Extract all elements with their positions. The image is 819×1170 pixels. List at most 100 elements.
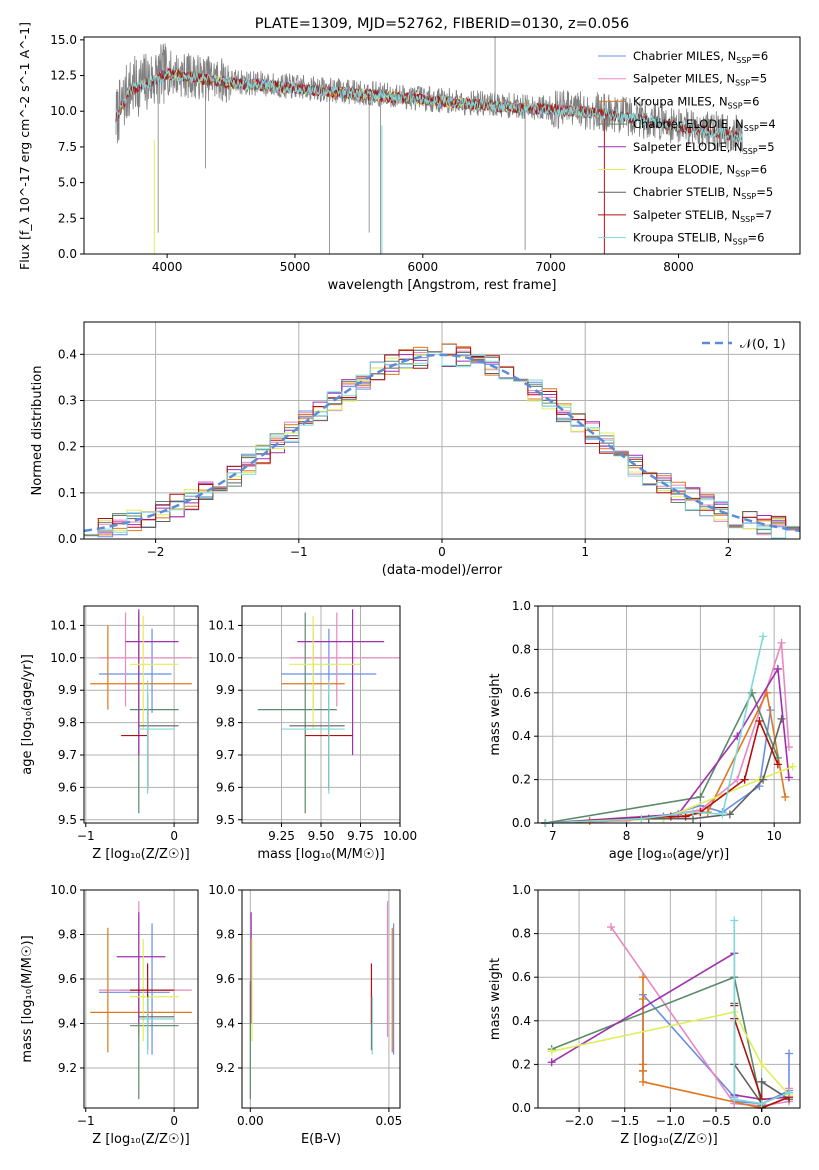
- point-marker: [757, 1077, 766, 1086]
- y-tick-label: 5.0: [58, 176, 77, 190]
- x-axis-label: Z [log₁₀(Z/Z☉)]: [92, 1132, 189, 1147]
- y-axis-label: mass weight: [488, 673, 503, 755]
- mass-vs-ebv-panel: 0.00 0.05 9.2 9.4 9.6 9.8 10.0 E(B-V): [208, 883, 402, 1147]
- errorbar-kroupa_stelib: [138, 680, 175, 794]
- histogram-kroupa_stelib: [84, 351, 800, 539]
- y-tick-label: 9.4: [216, 1016, 235, 1030]
- point-marker: [547, 1058, 556, 1067]
- x-tick-label: 4000: [152, 260, 183, 274]
- massweight-vs-age-panel: 7 8 9 10 0.0 0.2 0.4 0.6 0.8 1.0 age [log₁₀(age/yr…: [488, 599, 801, 862]
- point-marker: [696, 792, 705, 801]
- y-tick-label: 9.6: [216, 780, 235, 794]
- spectrum-panel: 4000 5000 6000 7000 8000 0.0 2.5 5.0 7.5 10.0 12.5…: [17, 16, 801, 293]
- x-tick-label: 10.00: [383, 829, 417, 843]
- point-marker: [730, 1095, 739, 1104]
- y-tick-label: 9.6: [58, 972, 77, 986]
- age-vs-mass-panel-marks: [257, 609, 400, 814]
- x-tick-label: 0: [170, 829, 178, 843]
- hist-lines: [84, 343, 800, 539]
- y-tick-label: 0.1: [58, 486, 77, 500]
- point-marker: [748, 688, 757, 697]
- y-tick-label: 0.8: [512, 927, 531, 941]
- x-tick-label: 0.0: [752, 1114, 771, 1128]
- point-marker: [777, 638, 786, 647]
- x-tick-label: −1.5: [610, 1114, 639, 1128]
- y-tick-label: 0.4: [58, 347, 77, 361]
- errorbar-salpeter_miles: [99, 612, 192, 707]
- x-tick-label: 0: [438, 545, 446, 559]
- model-line-chabrier_stelib: [115, 69, 743, 142]
- legend-label: Chabrier STELIB, NSSP=5: [633, 185, 773, 201]
- y-tick-label: 9.8: [216, 716, 235, 730]
- errorbar-kroupa_elodie: [289, 615, 361, 730]
- y-tick-label: 10.0: [208, 883, 235, 897]
- y-tick-label: 9.5: [58, 813, 77, 827]
- x-tick-label: 7: [549, 829, 557, 843]
- x-axis-label: age [log₁₀(age/yr)]: [609, 847, 730, 862]
- point-marker: [638, 973, 647, 982]
- x-axis-label: E(B-V): [301, 1132, 341, 1147]
- y-tick-label: 9.2: [216, 1061, 235, 1075]
- x-tick-label: 9.50: [308, 829, 335, 843]
- y-tick-label: 0.3: [58, 393, 77, 407]
- massweight-vs-age-panel-marks: [541, 632, 797, 827]
- point-marker: [777, 714, 786, 723]
- x-tick-label: −1: [290, 545, 308, 559]
- point-marker: [637, 814, 646, 823]
- y-tick-label: 0.0: [512, 1101, 531, 1115]
- legend-label: Salpeter MILES, NSSP=5: [633, 72, 767, 88]
- errorbar-kroupa_miles: [90, 927, 192, 1053]
- point-marker: [638, 1066, 647, 1075]
- x-tick-label: 5000: [280, 260, 311, 274]
- y-tick-label: 0.6: [512, 686, 531, 700]
- x-tick-label: 10: [767, 829, 782, 843]
- x-tick-label: 0.00: [237, 1114, 264, 1128]
- massweight-vs-Z-panel-marks: [547, 916, 794, 1112]
- point-marker: [759, 775, 768, 784]
- y-tick-label: 0.4: [512, 729, 531, 743]
- point-marker: [666, 812, 675, 821]
- x-tick-label: −2: [147, 545, 165, 559]
- errorbar-chabrier_miles: [99, 923, 170, 1055]
- errorbar-salpeter_elodie: [125, 609, 179, 755]
- legend-label: Salpeter STELIB, NSSP=7: [633, 208, 772, 224]
- y-axis-label: age [log₁₀(age/yr)]: [20, 654, 35, 775]
- plot-frame: [537, 889, 801, 1109]
- legend-label: 𝒩(0, 1): [740, 336, 786, 351]
- y-tick-label: 9.8: [216, 927, 235, 941]
- x-tick-label: 8: [623, 829, 631, 843]
- point-marker: [733, 775, 742, 784]
- y-tick-label: 9.8: [58, 927, 77, 941]
- point-marker: [785, 1088, 794, 1097]
- age-vs-Z-panel: −1 0 9.5 9.6 9.7 9.8 9.9 10.0 10.1 Z [log₁₀(Z/Z☉)…: [20, 605, 199, 862]
- point-marker: [757, 1099, 766, 1108]
- y-tick-label: 10.0: [50, 104, 77, 118]
- x-axis-label: wavelength [Angstrom, rest frame]: [328, 278, 557, 293]
- x-tick-label: 9: [697, 829, 705, 843]
- x-tick-label: 0.05: [376, 1114, 403, 1128]
- point-marker: [607, 923, 616, 932]
- point-marker: [785, 1049, 794, 1058]
- series-line-chabrier_elodie: [545, 690, 779, 824]
- x-tick-label: 8000: [663, 260, 694, 274]
- y-tick-label: 10.0: [50, 651, 77, 665]
- y-tick-label: 9.9: [58, 683, 77, 697]
- legend-label: Kroupa MILES, NSSP=6: [633, 94, 759, 110]
- y-tick-label: 0.2: [58, 440, 77, 454]
- massweight-vs-Z-panel: −2.0 −1.5 −1.0 −0.5 0.0 0.0 0.2 0.4 0.6 0.8 1.0 Z […: [488, 883, 801, 1147]
- mass-vs-Z-panel-marks: [90, 901, 192, 1100]
- x-tick-label: 2: [725, 545, 733, 559]
- errorbar-chabrier_miles: [99, 628, 172, 713]
- histogram-kroupa_miles: [84, 343, 800, 536]
- y-tick-label: 0.0: [512, 816, 531, 830]
- point-marker: [725, 810, 734, 819]
- x-tick-label: 1: [581, 545, 589, 559]
- point-marker: [638, 995, 647, 1003]
- point-marker: [638, 1077, 647, 1086]
- point-marker: [730, 916, 739, 925]
- point-marker: [718, 810, 727, 819]
- model-line-kroupa_stelib: [115, 69, 743, 142]
- plot-frame: [83, 889, 199, 1109]
- y-tick-label: 9.8: [58, 716, 77, 730]
